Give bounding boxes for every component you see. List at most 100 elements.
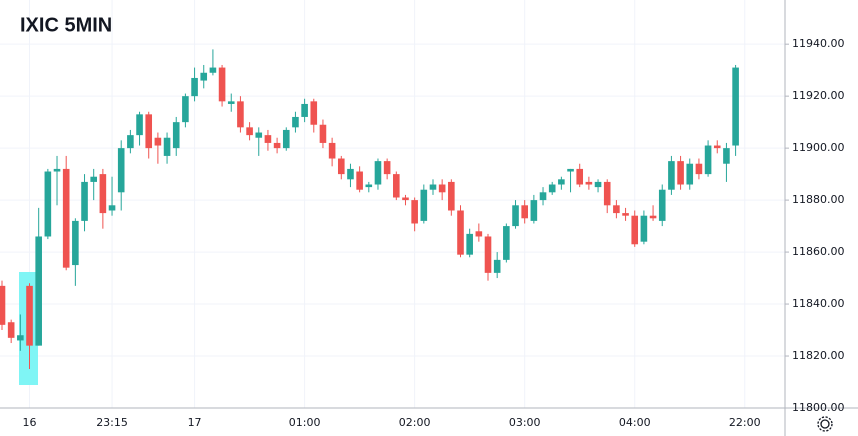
- candle-body: [438, 184, 446, 193]
- candle-body: [393, 174, 400, 198]
- candle-body: [273, 142, 281, 149]
- candle-body: [218, 67, 226, 102]
- y-tick-label: 11800.00: [792, 401, 845, 414]
- x-tick-label: 04:00: [619, 416, 651, 429]
- y-tick-label: 11880.00: [792, 193, 845, 206]
- candle-body: [0, 285, 6, 325]
- y-tick-label: 11820.00: [792, 349, 845, 362]
- candle-body: [347, 168, 354, 180]
- candle-body: [567, 168, 574, 172]
- candle-body: [319, 124, 327, 143]
- y-tick-label: 11900.00: [792, 141, 845, 154]
- candle-body: [429, 184, 437, 190]
- candle-body: [411, 200, 418, 224]
- candle-body: [356, 171, 363, 190]
- candle-body: [558, 179, 565, 185]
- candle-body: [17, 335, 24, 341]
- candle-body: [576, 168, 584, 185]
- candle-body: [631, 215, 639, 245]
- candle-body: [136, 114, 143, 136]
- candle-body: [127, 135, 134, 149]
- y-tick-label: 11860.00: [792, 245, 845, 258]
- candle-body: [282, 129, 290, 149]
- candle-body: [200, 72, 208, 81]
- candle-body: [622, 213, 629, 216]
- candle-body: [163, 137, 171, 156]
- y-tick-label: 11840.00: [792, 297, 845, 310]
- candle-body: [154, 137, 162, 146]
- candle-body: [658, 189, 666, 221]
- candle-body: [72, 220, 79, 266]
- candle-body: [117, 148, 125, 193]
- candle-body: [310, 101, 318, 125]
- candle-body: [145, 114, 153, 149]
- candle-body: [62, 168, 70, 268]
- candle-body: [668, 161, 675, 190]
- candle-body: [594, 181, 602, 188]
- y-tick-label: 11940.00: [792, 37, 845, 50]
- candle-body: [603, 181, 611, 206]
- candle-body: [503, 226, 510, 260]
- x-tick-label: 23:15: [96, 416, 128, 429]
- y-tick-label: 11920.00: [792, 89, 845, 102]
- candle-body: [732, 67, 739, 146]
- candle-body: [108, 205, 116, 211]
- candle-body: [383, 161, 391, 175]
- candle-body: [548, 184, 556, 193]
- candle-body: [613, 205, 620, 214]
- candle-body: [227, 101, 235, 104]
- candle-body: [365, 184, 373, 188]
- candle-body: [530, 200, 538, 221]
- candle-body: [246, 127, 253, 136]
- candle-body: [649, 215, 657, 219]
- candle-body: [337, 158, 345, 175]
- candle-body: [493, 259, 501, 273]
- candle-body: [53, 168, 61, 172]
- candle-body: [539, 192, 547, 201]
- candle-body: [264, 135, 272, 143]
- candle-body: [292, 116, 299, 128]
- candle-body: [640, 215, 648, 242]
- x-tick-label: 22:00: [729, 416, 761, 429]
- candle-body: [420, 189, 428, 221]
- x-tick-label: 17: [188, 416, 202, 429]
- x-tick-label: 01:00: [289, 416, 321, 429]
- candle-body: [301, 103, 308, 117]
- candle-body: [172, 122, 180, 149]
- candle-body: [475, 231, 483, 237]
- candle-body: [521, 205, 528, 219]
- candle-body: [35, 236, 42, 346]
- candle-body: [713, 145, 721, 149]
- candle-body: [255, 132, 263, 138]
- candle-body: [585, 181, 593, 185]
- candle-body: [686, 163, 694, 185]
- candle-body: [209, 67, 217, 73]
- candle-body: [723, 148, 730, 164]
- candle-body: [237, 101, 244, 128]
- candle-body: [7, 322, 15, 338]
- candle-body: [99, 174, 107, 214]
- x-tick-label: 03:00: [509, 416, 541, 429]
- candle-body: [704, 145, 712, 175]
- x-tick-label: 16: [23, 416, 37, 429]
- candle-body: [402, 197, 409, 201]
- candle-body: [484, 236, 492, 273]
- candle-body: [328, 142, 336, 159]
- candle-body: [374, 161, 382, 185]
- candle-body: [191, 77, 198, 97]
- settings-icon[interactable]: [817, 416, 833, 432]
- candle-body: [457, 210, 464, 255]
- candle-body: [448, 181, 455, 211]
- candle-body: [90, 176, 97, 182]
- candle-body: [26, 285, 33, 346]
- candle-body: [466, 233, 473, 255]
- candle-body: [512, 205, 519, 227]
- candle-body: [695, 163, 703, 175]
- chart-title: IXIC 5MIN: [20, 14, 112, 36]
- candle-body: [44, 171, 52, 237]
- x-tick-label: 02:00: [399, 416, 431, 429]
- candle-body: [81, 181, 88, 221]
- candle-body: [182, 96, 189, 123]
- candle-body: [677, 161, 684, 185]
